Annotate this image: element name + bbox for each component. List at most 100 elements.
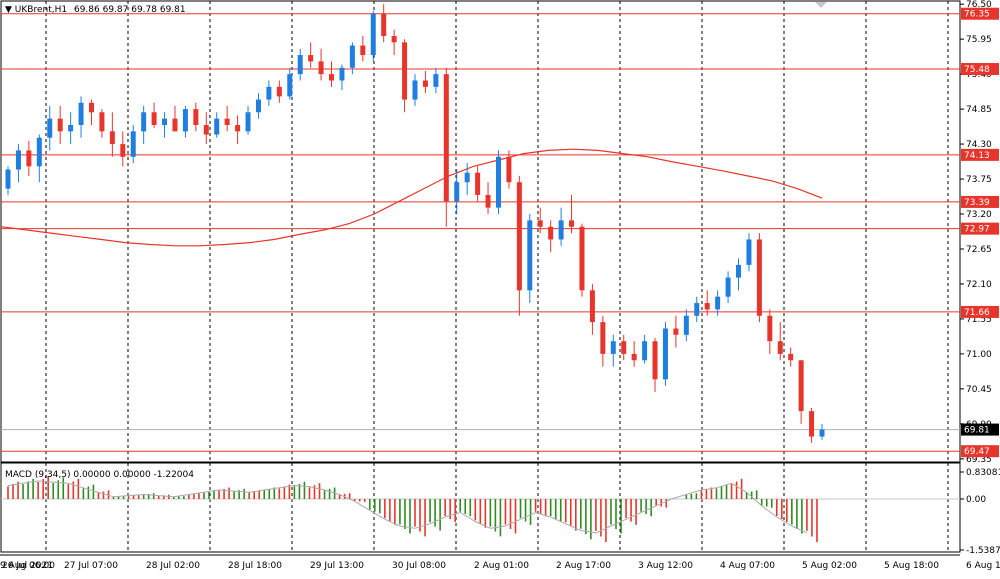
macd-title: MACD <box>5 470 32 480</box>
main-pane-frame <box>0 0 961 463</box>
time-axis-label: 3 Aug 12:00 <box>638 561 693 571</box>
level-price-badge <box>961 7 999 20</box>
chart-menu-triangle-icon[interactable]: ▼ <box>5 5 12 15</box>
candle-body <box>704 303 710 310</box>
candle-body <box>610 341 616 354</box>
candle-body <box>673 328 679 335</box>
candle-body <box>464 172 470 183</box>
candle-body <box>214 118 220 135</box>
symbol-label: UKBrent,H1 <box>14 5 68 15</box>
candle-body <box>329 74 335 81</box>
candle-body <box>151 112 157 125</box>
candle-body <box>57 118 63 132</box>
candle-body <box>182 109 188 132</box>
level-price-badge <box>961 148 999 161</box>
candle-body <box>642 341 648 361</box>
candle-body <box>537 220 543 227</box>
level-price-badge <box>961 305 999 318</box>
candle-body <box>162 118 168 125</box>
candle-body <box>318 61 324 75</box>
candle-body <box>579 226 585 291</box>
price-tick-label: 76.50 <box>966 0 992 10</box>
time-axis-label: 2 Aug 17:00 <box>556 561 611 571</box>
candle-body <box>809 411 815 437</box>
time-axis-label: 28 Jul 02:00 <box>146 561 200 571</box>
candle-body <box>99 112 105 132</box>
candle-body <box>495 156 501 208</box>
candle-body <box>600 322 606 354</box>
candle-body <box>777 341 783 354</box>
candle-body <box>193 109 199 125</box>
candle-body <box>767 315 773 342</box>
time-axis-label: 5 Aug 18:00 <box>884 561 939 571</box>
candle-body <box>798 360 804 412</box>
candle-body <box>26 150 32 167</box>
candle-body <box>109 131 115 145</box>
candle-body <box>412 80 418 100</box>
candle-body <box>172 118 178 132</box>
candle-body <box>652 341 658 380</box>
time-axis-label: 27 Jul 07:00 <box>64 561 118 571</box>
candle-body <box>788 353 794 361</box>
level-price-label: 69.47 <box>964 447 990 457</box>
candle-body <box>443 74 449 202</box>
candle-body <box>506 156 512 183</box>
macd-tick-label: 0.83081 <box>966 468 1000 478</box>
candle-body <box>47 118 53 138</box>
macd-tick-label: 0.00 <box>966 495 986 505</box>
time-axis-label: 29 Jul 13:00 <box>310 561 364 571</box>
level-price-label: 73.39 <box>964 198 990 208</box>
candle-body <box>36 137 42 167</box>
candle-body <box>360 45 366 56</box>
macd-signal-line <box>7 480 808 534</box>
candle-body <box>715 296 721 310</box>
candle-body <box>391 35 397 43</box>
candle-body <box>5 169 11 189</box>
price-tick-label: 75.95 <box>966 35 992 45</box>
candle-body <box>224 118 230 125</box>
candle-body <box>621 341 627 354</box>
candle-body <box>78 102 84 125</box>
price-tick-label: 72.10 <box>966 280 992 290</box>
candle-body <box>725 277 731 297</box>
level-price-badge <box>961 63 999 76</box>
price-tick-label: 74.85 <box>966 105 992 115</box>
macd-tick-label: -1.53871 <box>966 546 1000 556</box>
candle-body <box>276 86 282 97</box>
candle-body <box>548 226 554 240</box>
candle-body <box>120 144 126 157</box>
candle-body <box>266 86 272 100</box>
price-tick-label: 70.45 <box>966 385 992 395</box>
time-axis-label: 28 Jul 18:00 <box>228 561 282 571</box>
level-price-label: 76.35 <box>964 10 990 20</box>
time-axis-label: 6 Aug 13:00 <box>966 561 1000 571</box>
candle-body <box>297 55 303 75</box>
candle-body <box>308 55 314 62</box>
current-price-label: 69.81 <box>964 426 990 436</box>
moving-average-line <box>0 148 823 247</box>
time-axis-label: 30 Jul 08:00 <box>392 561 446 571</box>
candle-body <box>736 264 742 278</box>
ohlc-readout: 69.86 69.87 69.78 69.81 <box>73 5 186 15</box>
candle-body <box>819 429 825 437</box>
candle-body <box>255 99 261 113</box>
level-price-badge <box>961 195 999 208</box>
candle-body <box>245 112 251 132</box>
price-tick-label: 73.20 <box>966 210 992 220</box>
macd-indicator-label: MACD (9,34,5) 0.00000 0.00000 -1.22004 <box>5 470 194 481</box>
candle-body <box>756 239 762 316</box>
candle-body <box>558 220 564 240</box>
price-axis: 76.50 75.95 75.40 74.85 74.30 73.75 73.20 72.65… <box>960 0 992 465</box>
time-axis-label: 2 Aug 01:00 <box>474 561 529 571</box>
level-price-label: 71.66 <box>964 308 990 318</box>
candle-body <box>683 315 689 335</box>
candle-body <box>339 67 345 81</box>
candle-body <box>433 74 439 87</box>
candle-body <box>88 102 94 113</box>
price-tick-label: 69.35 <box>966 455 992 465</box>
level-price-label: 75.48 <box>964 65 990 75</box>
price-tick-label: 74.30 <box>966 140 992 150</box>
candle-body <box>349 45 355 68</box>
time-axis-label: 5 Aug 02:00 <box>802 561 857 571</box>
